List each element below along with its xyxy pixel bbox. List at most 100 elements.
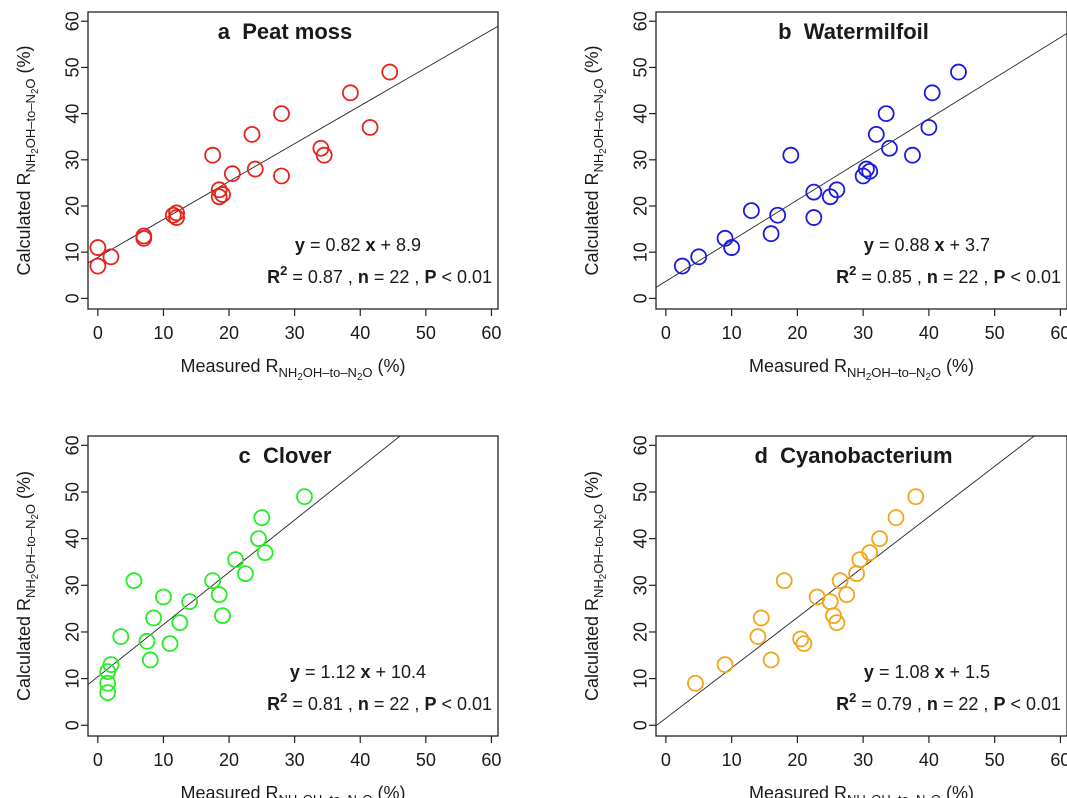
data-point: [716, 656, 734, 674]
axis-label-subscript: NH: [279, 365, 298, 380]
panel-letter: d: [754, 443, 767, 468]
axis-label-text: (%): [373, 356, 406, 376]
stat-p-value: < 0.01: [1005, 694, 1061, 714]
x-tick-label: 0: [661, 323, 671, 343]
regression-stats: R2 = 0.85 , n = 22 , P < 0.01: [836, 263, 1061, 287]
y-tick-label: 10: [63, 669, 83, 689]
axis-label-text: (%): [373, 783, 406, 798]
x-tick-label: 10: [722, 323, 742, 343]
axis-label-text: (%): [941, 356, 974, 376]
axis-label-text: (%): [582, 471, 602, 504]
eq-intercept: + 10.4: [371, 662, 427, 682]
axis-label-subscript: O: [23, 504, 38, 514]
axis-label-subscript: NH: [23, 154, 38, 173]
y-tick-label: 0: [63, 293, 83, 303]
stat-p-label: P: [993, 267, 1005, 287]
data-point: [237, 565, 254, 583]
data-point: [858, 160, 875, 178]
y-axis-label: Calculated RNH2OH–to–N2O (%): [14, 471, 41, 701]
x-tick-label: 50: [985, 750, 1005, 770]
x-tick-label: 20: [219, 323, 239, 343]
data-point: [920, 119, 938, 136]
title-gap: [792, 19, 804, 44]
axis-label-subscript: O: [931, 792, 941, 798]
title-gap: [251, 443, 263, 468]
data-point: [749, 628, 767, 646]
x-axis-label: Measured RNH2OH–to–N2O (%): [180, 356, 405, 383]
title-gap: [230, 19, 242, 44]
data-point: [950, 63, 967, 81]
regression-stats: R2 = 0.87 , n = 22 , P < 0.01: [267, 263, 492, 287]
x-tick-label: 10: [722, 750, 742, 770]
regression-stats: R2 = 0.81 , n = 22 , P < 0.01: [267, 690, 492, 714]
y-tick-label: 0: [631, 720, 651, 730]
y-tick-label: 20: [63, 622, 83, 642]
stat-p-value: < 0.01: [436, 267, 492, 287]
axis-label-subscript: NH: [23, 579, 38, 598]
y-tick-label: 30: [63, 575, 83, 595]
data-point: [877, 105, 895, 123]
stat-r-sup: 2: [849, 690, 856, 705]
x-tick-label: 20: [787, 323, 807, 343]
data-point: [296, 488, 313, 506]
data-point: [204, 572, 222, 590]
y-tick-label: 20: [631, 196, 651, 216]
axis-label-subscript: 2: [30, 148, 41, 153]
regression-stats: R2 = 0.79 , n = 22 , P < 0.01: [836, 690, 1061, 714]
plot-frame: [655, 435, 1067, 737]
panel-letter: c: [239, 443, 251, 468]
axis-label-text: Measured R: [749, 783, 847, 798]
axis-label-text: Calculated R: [14, 598, 34, 701]
title-gap: [768, 443, 780, 468]
x-tick-label: 40: [350, 323, 370, 343]
eq-slope: = 1.08: [874, 662, 935, 682]
data-point: [99, 684, 117, 702]
y-tick-label: 10: [631, 242, 651, 262]
data-point: [164, 206, 182, 224]
panel-a: 0 0 10 10 20 20 30 30 40 40 50 50 60 60 a Peat moss y =…: [14, 11, 501, 383]
stat-r-value: = 0.79 ,: [856, 694, 927, 714]
data-point: [687, 674, 704, 692]
stat-r-value: = 0.85 ,: [856, 267, 927, 287]
y-tick-label: 40: [631, 104, 651, 124]
data-point: [168, 204, 185, 222]
data-point: [273, 105, 290, 123]
stat-r-sup: 2: [849, 263, 856, 278]
data-point: [907, 488, 925, 506]
axis-label-subscript: 2: [598, 148, 609, 153]
data-point: [341, 84, 359, 102]
eq-slope: = 0.82: [305, 235, 366, 255]
x-tick-label: 0: [661, 750, 671, 770]
data-point: [250, 530, 267, 548]
data-point: [273, 167, 290, 185]
data-point: [723, 239, 741, 256]
data-point: [775, 572, 793, 590]
x-tick-label: 60: [481, 750, 501, 770]
axis-label-subscript: 2: [357, 372, 362, 383]
y-tick-label: 30: [63, 150, 83, 170]
data-point: [742, 202, 760, 220]
axis-label-subscript: NH: [591, 154, 606, 173]
stat-n-value: = 22 ,: [938, 694, 994, 714]
x-axis-label: Measured RNH2OH–to–N2O (%): [749, 356, 974, 383]
data-point: [887, 509, 905, 527]
plot-frame: [87, 11, 499, 310]
data-point: [161, 635, 179, 653]
y-tick-label: 30: [631, 150, 651, 170]
stat-p-value: < 0.01: [436, 694, 492, 714]
data-point: [243, 126, 261, 143]
data-point: [125, 572, 143, 590]
data-point: [246, 160, 264, 178]
axis-label-subscript: NH: [847, 792, 866, 798]
stat-r-label: R: [267, 694, 280, 714]
y-tick-label: 50: [63, 57, 83, 77]
data-point: [805, 209, 823, 226]
axis-label-subscript: O: [591, 504, 606, 514]
stat-r-sup: 2: [280, 263, 287, 278]
axis-label-subscript: 2: [598, 574, 609, 579]
stat-n-value: = 22 ,: [938, 267, 994, 287]
data-point: [138, 632, 156, 650]
panel-title: a Peat moss: [218, 19, 353, 44]
data-point: [828, 181, 846, 199]
regression-equation: y = 1.08 x + 1.5: [864, 662, 990, 682]
